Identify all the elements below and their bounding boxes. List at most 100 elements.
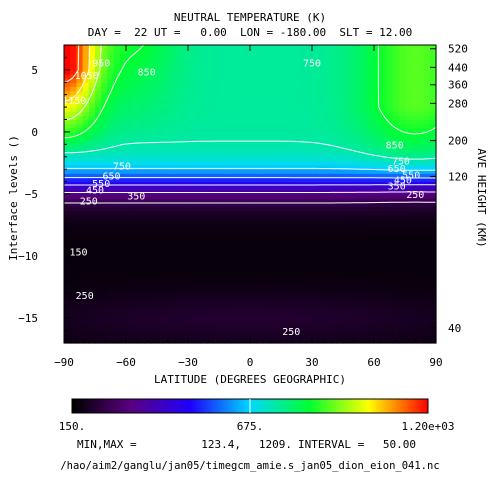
heatmap-cell <box>262 78 270 83</box>
heatmap-cell <box>281 140 288 145</box>
heatmap-cell <box>281 289 288 294</box>
contour-label: 350 <box>388 182 406 193</box>
heatmap-cell <box>101 194 108 199</box>
heatmap-cell <box>355 173 363 179</box>
heatmap-cell <box>200 289 208 294</box>
heatmap-cell <box>380 322 387 328</box>
heatmap-cell <box>219 169 226 174</box>
heatmap-cell <box>64 86 71 92</box>
heatmap-cell <box>126 264 133 270</box>
heatmap-cell <box>386 318 394 323</box>
heatmap-cell <box>200 45 208 50</box>
heatmap-cell <box>200 276 208 282</box>
heatmap-cell <box>200 185 208 191</box>
heatmap-cell <box>107 227 115 232</box>
heatmap-cell <box>367 309 375 315</box>
heatmap-cell <box>70 57 77 63</box>
heatmap-cell <box>144 198 152 203</box>
heatmap-cell <box>417 185 425 191</box>
heatmap-cell <box>231 69 239 75</box>
heatmap-cell <box>225 86 232 92</box>
heatmap-cell <box>268 177 276 183</box>
heatmap-cell <box>287 231 294 236</box>
heatmap-cell <box>70 156 77 162</box>
heatmap-cell <box>274 314 282 319</box>
heatmap-cell <box>101 210 108 216</box>
heatmap-cell <box>274 152 282 158</box>
heatmap-cell <box>194 140 201 145</box>
heatmap-cell <box>181 123 189 129</box>
heatmap-cell <box>343 90 350 96</box>
heatmap-cell <box>206 268 214 274</box>
heatmap-cell <box>398 247 406 253</box>
heatmap-cell <box>262 285 270 290</box>
heatmap-cell <box>250 140 257 145</box>
heatmap-cell <box>299 194 307 199</box>
heatmap-cell <box>82 169 90 174</box>
heatmap-cell <box>107 251 115 257</box>
heatmap-cell <box>367 214 375 220</box>
heatmap-cell <box>132 314 139 319</box>
heatmap-cell <box>287 330 294 336</box>
heatmap-cell <box>256 73 263 79</box>
heatmap-cell <box>429 338 437 344</box>
heatmap-cell <box>138 198 146 203</box>
heatmap-cell <box>250 107 257 112</box>
heatmap-cell <box>287 198 294 203</box>
heatmap-cell <box>119 289 127 294</box>
heatmap-cell <box>113 86 121 92</box>
heatmap-cell <box>70 314 77 319</box>
heatmap-cell <box>268 160 276 166</box>
heatmap-cell <box>70 90 77 96</box>
heatmap-cell <box>374 78 381 83</box>
heatmap-cell <box>95 181 102 187</box>
heatmap-cell <box>219 256 226 261</box>
heatmap-cell <box>206 210 214 216</box>
heatmap-cell <box>268 305 276 311</box>
heatmap-cell <box>293 86 301 92</box>
heatmap-cell <box>336 45 344 50</box>
heatmap-cell <box>293 289 301 294</box>
heatmap-cell <box>392 334 400 340</box>
heatmap-cell <box>250 289 257 294</box>
heatmap-cell <box>113 214 121 220</box>
heatmap-cell <box>386 301 394 307</box>
heatmap-cell <box>355 272 363 278</box>
heatmap-cell <box>219 285 226 290</box>
heatmap-cell <box>194 318 201 323</box>
heatmap-cell <box>367 276 375 282</box>
heatmap-cell <box>200 165 208 170</box>
heatmap-cell <box>82 289 90 294</box>
heatmap-cell <box>386 289 394 294</box>
heatmap-cell <box>324 185 332 191</box>
heatmap-cell <box>386 268 394 274</box>
heatmap-cell <box>318 231 325 236</box>
heatmap-cell <box>76 289 84 294</box>
heatmap-cell <box>76 136 84 141</box>
heatmap-cell <box>144 309 152 315</box>
heatmap-cell <box>163 289 170 294</box>
heatmap-cell <box>367 227 375 232</box>
heatmap-cell <box>243 45 251 50</box>
heatmap-cell <box>281 285 288 290</box>
heatmap-cell <box>250 65 257 71</box>
height-tick-label: 440 <box>448 61 468 74</box>
heatmap-cell <box>318 334 325 340</box>
heatmap-cell <box>76 239 84 245</box>
heatmap-cell <box>219 318 226 323</box>
heatmap-cell <box>70 61 77 67</box>
heatmap-cell <box>374 136 381 141</box>
heatmap-cell <box>405 334 412 340</box>
heatmap-cell <box>144 107 152 112</box>
heatmap-cell <box>367 94 375 100</box>
heatmap-cell <box>374 314 381 319</box>
heatmap-cell <box>126 338 133 344</box>
heatmap-cell <box>76 53 84 59</box>
heatmap-cell <box>423 119 431 125</box>
heatmap-cell <box>299 268 307 274</box>
heatmap-cell <box>175 86 183 92</box>
heatmap-cell <box>175 152 183 158</box>
heatmap-cell <box>262 334 270 340</box>
heatmap-cell <box>219 235 226 241</box>
heatmap-cell <box>119 256 127 261</box>
